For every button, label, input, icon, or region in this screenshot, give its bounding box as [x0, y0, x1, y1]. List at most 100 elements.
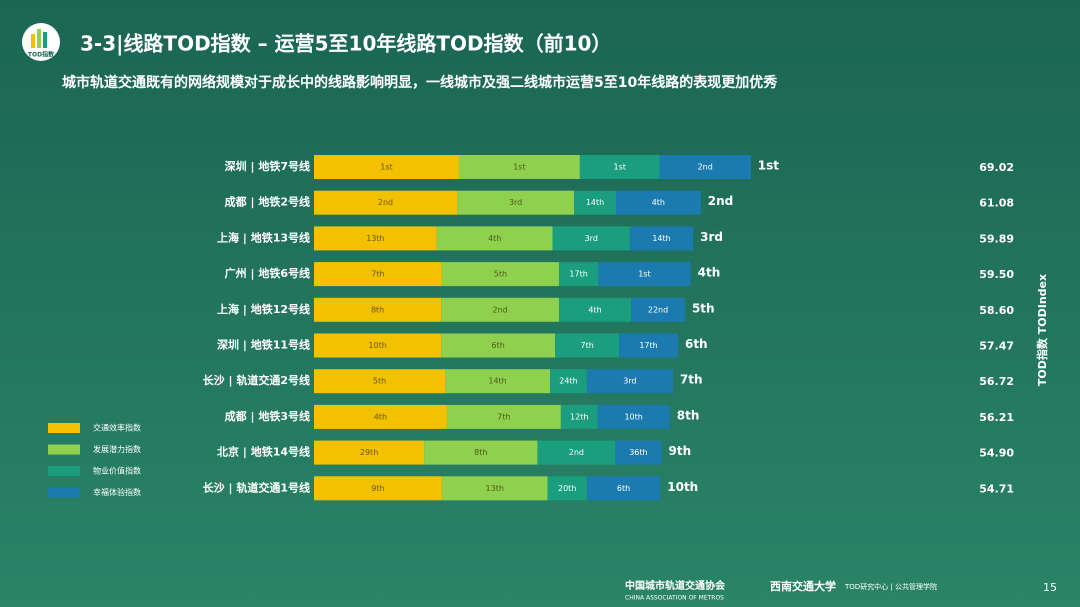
data-label: 7th	[371, 270, 384, 279]
legend-swatch	[48, 423, 80, 433]
logo-text: TOD指数	[28, 51, 55, 59]
bar-segment	[458, 155, 580, 179]
data-label: 10th	[624, 412, 642, 421]
data-label: 2nd	[492, 305, 507, 314]
footer-org-sub: TOD研究中心 | 公共管理学院	[844, 582, 937, 591]
bar-segment	[574, 190, 616, 215]
bar-segment	[597, 404, 670, 429]
plot: 深圳 | 地铁7号线 1st 1st 1st 2nd 1st 69.02 成都 | 地铁2号线…	[48, 155, 1014, 501]
total-label: 54.71	[979, 482, 1014, 495]
data-label: 1st	[513, 163, 525, 172]
bar-segment	[314, 369, 446, 394]
chart-subtitle: 城市轨道交通既有的网络规模对于成长中的线路影响明显，一线城市及强二线城市运营5至…	[62, 74, 778, 91]
rank-label: 1st	[758, 159, 779, 173]
bar-segment	[314, 404, 447, 429]
data-label: 6th	[617, 484, 630, 493]
category-label: 深圳 | 地铁11号线	[217, 338, 310, 352]
bar-segment	[314, 440, 425, 465]
data-label: 4th	[374, 412, 387, 421]
category-label: 广州 | 地铁6号线	[225, 266, 310, 280]
chart-title: 3-3|线路TOD指数 – 运营5至10年线路TOD指数（前10）	[80, 32, 611, 56]
rank-label: 3rd	[700, 230, 723, 244]
footer: 中国城市轨道交通协会 CHINA ASSOCIATION OF METROS 西…	[625, 579, 1057, 602]
bar-segment	[314, 226, 437, 251]
data-label: 12th	[570, 412, 588, 421]
data-label: 24th	[559, 377, 577, 386]
total-label: 59.50	[979, 268, 1014, 281]
footer-org: 西南交通大学	[770, 579, 836, 593]
data-label: 8th	[474, 448, 487, 457]
legend-label: 发展潜力指数	[93, 444, 141, 454]
rank-label: 4th	[698, 266, 721, 280]
data-label: 2nd	[698, 163, 713, 172]
data-label: 13th	[486, 484, 504, 493]
rank-label: 6th	[685, 337, 708, 351]
bar-segment	[598, 262, 691, 287]
logo-bar	[31, 34, 35, 48]
data-label: 2nd	[569, 448, 584, 457]
legend-label: 幸福体验指数	[93, 487, 141, 497]
rank-label: 9th	[669, 444, 692, 458]
bar-segment	[552, 226, 630, 251]
data-label: 6th	[492, 341, 505, 350]
logo-bar	[43, 32, 47, 48]
bar-segment	[555, 333, 620, 358]
bar-segment	[619, 333, 678, 358]
bar-segment	[615, 190, 701, 215]
bar-segment	[547, 476, 587, 501]
data-label: 1st	[638, 270, 650, 279]
data-label: 3rd	[623, 377, 636, 386]
category-label: 北京 | 地铁14号线	[217, 445, 310, 459]
total-label: 69.02	[979, 161, 1014, 174]
data-label: 4th	[652, 198, 665, 207]
bar-segment	[457, 190, 575, 215]
bar-segment	[314, 155, 459, 179]
data-label: 4th	[488, 234, 501, 243]
bar-segment	[558, 297, 632, 322]
bar-segment	[659, 155, 751, 179]
data-label: 17th	[569, 270, 587, 279]
data-label: 10th	[368, 341, 386, 350]
data-label: 14th	[488, 377, 506, 386]
bar-segment	[441, 476, 548, 501]
legend-label: 交通效率指数	[93, 423, 141, 433]
rank-label: 2nd	[708, 194, 733, 208]
data-label: 5th	[494, 270, 507, 279]
bar-segment	[424, 440, 538, 465]
bar-segment	[314, 333, 442, 358]
bar-segment	[446, 404, 561, 429]
bar-segment	[579, 155, 660, 179]
data-label: 13th	[366, 234, 384, 243]
category-label: 上海 | 地铁13号线	[217, 230, 310, 244]
total-label: 61.08	[979, 197, 1014, 210]
bar-segment	[550, 369, 587, 394]
footer-org-en: CHINA ASSOCIATION OF METROS	[625, 595, 724, 602]
bar-segment	[314, 262, 442, 287]
bar-segment	[445, 369, 551, 394]
data-label: 9th	[371, 484, 384, 493]
data-label: 14th	[586, 198, 604, 207]
bar-segment	[441, 262, 559, 287]
bar-segment	[631, 297, 685, 322]
data-label: 1st	[614, 163, 626, 172]
page-number: 15	[1043, 581, 1057, 594]
total-label: 57.47	[979, 340, 1014, 353]
legend-swatch	[48, 487, 80, 498]
bar-segment	[441, 297, 559, 322]
data-label: 1st	[380, 163, 392, 172]
category-label: 上海 | 地铁12号线	[217, 302, 310, 316]
bar-segment	[586, 476, 661, 501]
logo: TOD指数	[22, 23, 60, 61]
data-label: 4th	[588, 305, 601, 314]
logo-bar	[37, 29, 41, 48]
bar-segment	[314, 190, 458, 215]
legend-label: 物业价值指数	[93, 466, 141, 476]
bar-segment	[314, 297, 442, 322]
rank-label: 10th	[667, 480, 698, 494]
total-label: 56.21	[979, 411, 1014, 424]
rank-label: 5th	[692, 301, 715, 315]
data-label: 5th	[373, 377, 386, 386]
legend-swatch	[48, 444, 80, 455]
data-label: 22nd	[648, 305, 668, 314]
